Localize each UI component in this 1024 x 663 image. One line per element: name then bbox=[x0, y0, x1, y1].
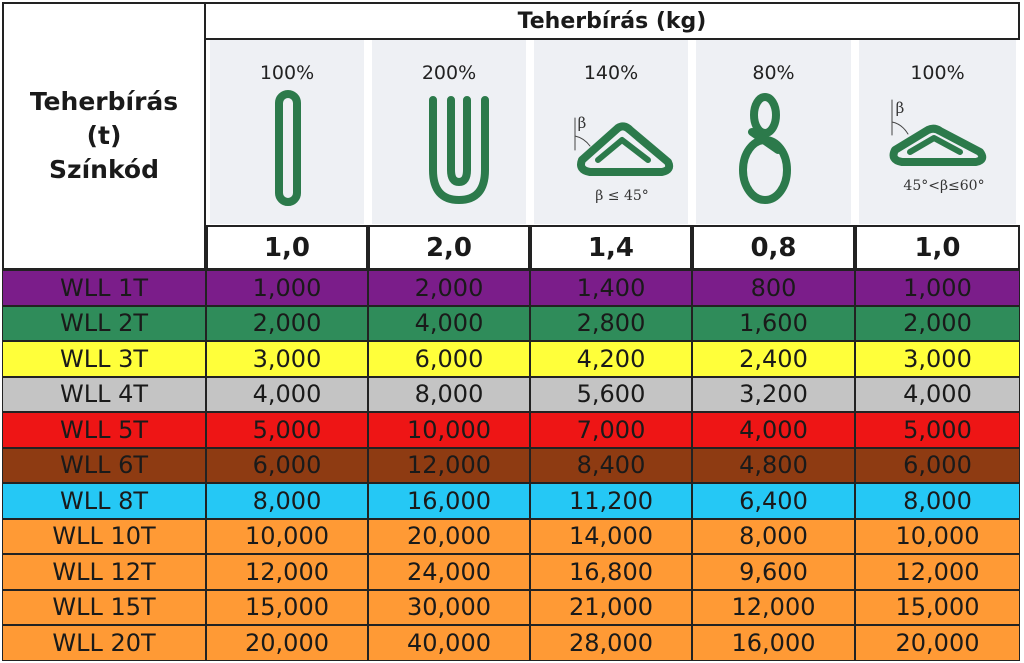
load-percent: 100% bbox=[259, 62, 315, 84]
capacity-value: 4,000 bbox=[855, 376, 1020, 412]
capacity-value: 16,000 bbox=[368, 483, 530, 519]
left-header-line: (t) bbox=[86, 121, 122, 150]
load-factor: 1,0 bbox=[855, 225, 1020, 270]
angle-arc bbox=[574, 135, 591, 147]
capacity-value: 14,000 bbox=[530, 518, 692, 554]
left-header-line: Teherbírás bbox=[29, 87, 179, 116]
capacity-value: 6,000 bbox=[855, 447, 1020, 483]
capacity-value: 1,400 bbox=[530, 270, 692, 306]
capacity-value: 20,000 bbox=[368, 518, 530, 554]
capacity-value: 15,000 bbox=[206, 589, 368, 625]
sling-icon bbox=[907, 135, 963, 155]
row-label: WLL 2T bbox=[2, 305, 206, 341]
capacity-value: 12,000 bbox=[368, 447, 530, 483]
row-label: WLL 12T bbox=[2, 554, 206, 590]
load-percent: 100% bbox=[910, 62, 965, 84]
capacity-value: 11,200 bbox=[530, 483, 692, 519]
sling-icon bbox=[750, 93, 780, 137]
capacity-value: 4,200 bbox=[530, 341, 692, 377]
capacity-value: 10,000 bbox=[855, 518, 1020, 554]
sling-icon bbox=[429, 96, 489, 204]
capacity-value: 30,000 bbox=[368, 589, 530, 625]
capacity-value: 8,000 bbox=[692, 518, 855, 554]
row-label: WLL 3T bbox=[2, 341, 206, 377]
capacity-value: 6,400 bbox=[692, 483, 855, 519]
capacity-value: 6,000 bbox=[368, 341, 530, 377]
angle-symbol: β bbox=[578, 114, 587, 132]
sling-icon bbox=[595, 137, 651, 163]
capacity-value: 12,000 bbox=[206, 554, 368, 590]
capacity-value: 1,600 bbox=[692, 305, 855, 341]
sling-icon bbox=[577, 122, 674, 176]
capacity-value: 4,000 bbox=[206, 376, 368, 412]
capacity-value: 2,000 bbox=[368, 270, 530, 306]
capacity-value: 12,000 bbox=[692, 589, 855, 625]
capacity-value: 16,800 bbox=[530, 554, 692, 590]
capacity-value: 20,000 bbox=[855, 625, 1020, 661]
capacity-value: 12,000 bbox=[855, 554, 1020, 590]
capacity-value: 4,800 bbox=[692, 447, 855, 483]
load-factor: 2,0 bbox=[368, 225, 530, 270]
capacity-value: 1,000 bbox=[206, 270, 368, 306]
capacity-value: 8,000 bbox=[855, 483, 1020, 519]
sling-icon bbox=[889, 124, 987, 166]
angle-symbol: β bbox=[896, 99, 905, 117]
capacity-value: 2,000 bbox=[206, 305, 368, 341]
left-header-line: Színkód bbox=[49, 155, 159, 184]
capacity-value: 16,000 bbox=[692, 625, 855, 661]
capacity-value: 10,000 bbox=[368, 412, 530, 448]
sling-icon bbox=[748, 128, 782, 154]
load-percent: 80% bbox=[752, 62, 795, 84]
capacity-value: 2,400 bbox=[692, 341, 855, 377]
sling-icon bbox=[447, 96, 471, 186]
left-header: Teherbírás (t) Színkód bbox=[2, 2, 206, 270]
sling-icon bbox=[275, 90, 301, 206]
capacity-value: 2,000 bbox=[855, 305, 1020, 341]
capacity-value: 8,400 bbox=[530, 447, 692, 483]
load-percent: 200% bbox=[421, 62, 477, 84]
capacity-value: 24,000 bbox=[368, 554, 530, 590]
row-label: WLL 8T bbox=[2, 483, 206, 519]
capacity-value: 7,000 bbox=[530, 412, 692, 448]
capacity-value: 3,000 bbox=[855, 341, 1020, 377]
capacity-value: 6,000 bbox=[206, 447, 368, 483]
row-label: WLL 5T bbox=[2, 412, 206, 448]
capacity-value: 10,000 bbox=[206, 518, 368, 554]
capacity-value: 4,000 bbox=[692, 412, 855, 448]
table-title: Teherbírás (kg) bbox=[204, 2, 1020, 40]
capacity-value: 28,000 bbox=[530, 625, 692, 661]
row-label: WLL 1T bbox=[2, 270, 206, 306]
capacity-value: 800 bbox=[692, 270, 855, 306]
capacity-value: 3,200 bbox=[692, 376, 855, 412]
capacity-value: 8,000 bbox=[368, 376, 530, 412]
capacity-value: 9,600 bbox=[692, 554, 855, 590]
capacity-value: 2,800 bbox=[530, 305, 692, 341]
angle-note: β ≤ 45° bbox=[595, 188, 649, 204]
angle-arc bbox=[891, 121, 909, 135]
capacity-value: 8,000 bbox=[206, 483, 368, 519]
capacity-value: 5,000 bbox=[855, 412, 1020, 448]
capacity-value: 40,000 bbox=[368, 625, 530, 661]
load-percent: 140% bbox=[583, 62, 639, 84]
capacity-value: 3,000 bbox=[206, 341, 368, 377]
icon-cell bbox=[210, 40, 364, 224]
row-label: WLL 6T bbox=[2, 447, 206, 483]
capacity-value: 15,000 bbox=[855, 589, 1020, 625]
row-label: WLL 20T bbox=[2, 625, 206, 661]
load-factor: 1,4 bbox=[530, 225, 692, 270]
row-label: WLL 4T bbox=[2, 376, 206, 412]
capacity-value: 20,000 bbox=[206, 625, 368, 661]
capacity-value: 4,000 bbox=[368, 305, 530, 341]
capacity-value: 5,000 bbox=[206, 412, 368, 448]
load-factor: 1,0 bbox=[206, 225, 368, 270]
row-label: WLL 10T bbox=[2, 518, 206, 554]
load-factor: 0,8 bbox=[692, 225, 855, 270]
capacity-value: 1,000 bbox=[855, 270, 1020, 306]
row-label: WLL 15T bbox=[2, 589, 206, 625]
angle-note: 45°<β≤60° bbox=[903, 178, 984, 194]
capacity-value: 5,600 bbox=[530, 376, 692, 412]
capacity-value: 21,000 bbox=[530, 589, 692, 625]
